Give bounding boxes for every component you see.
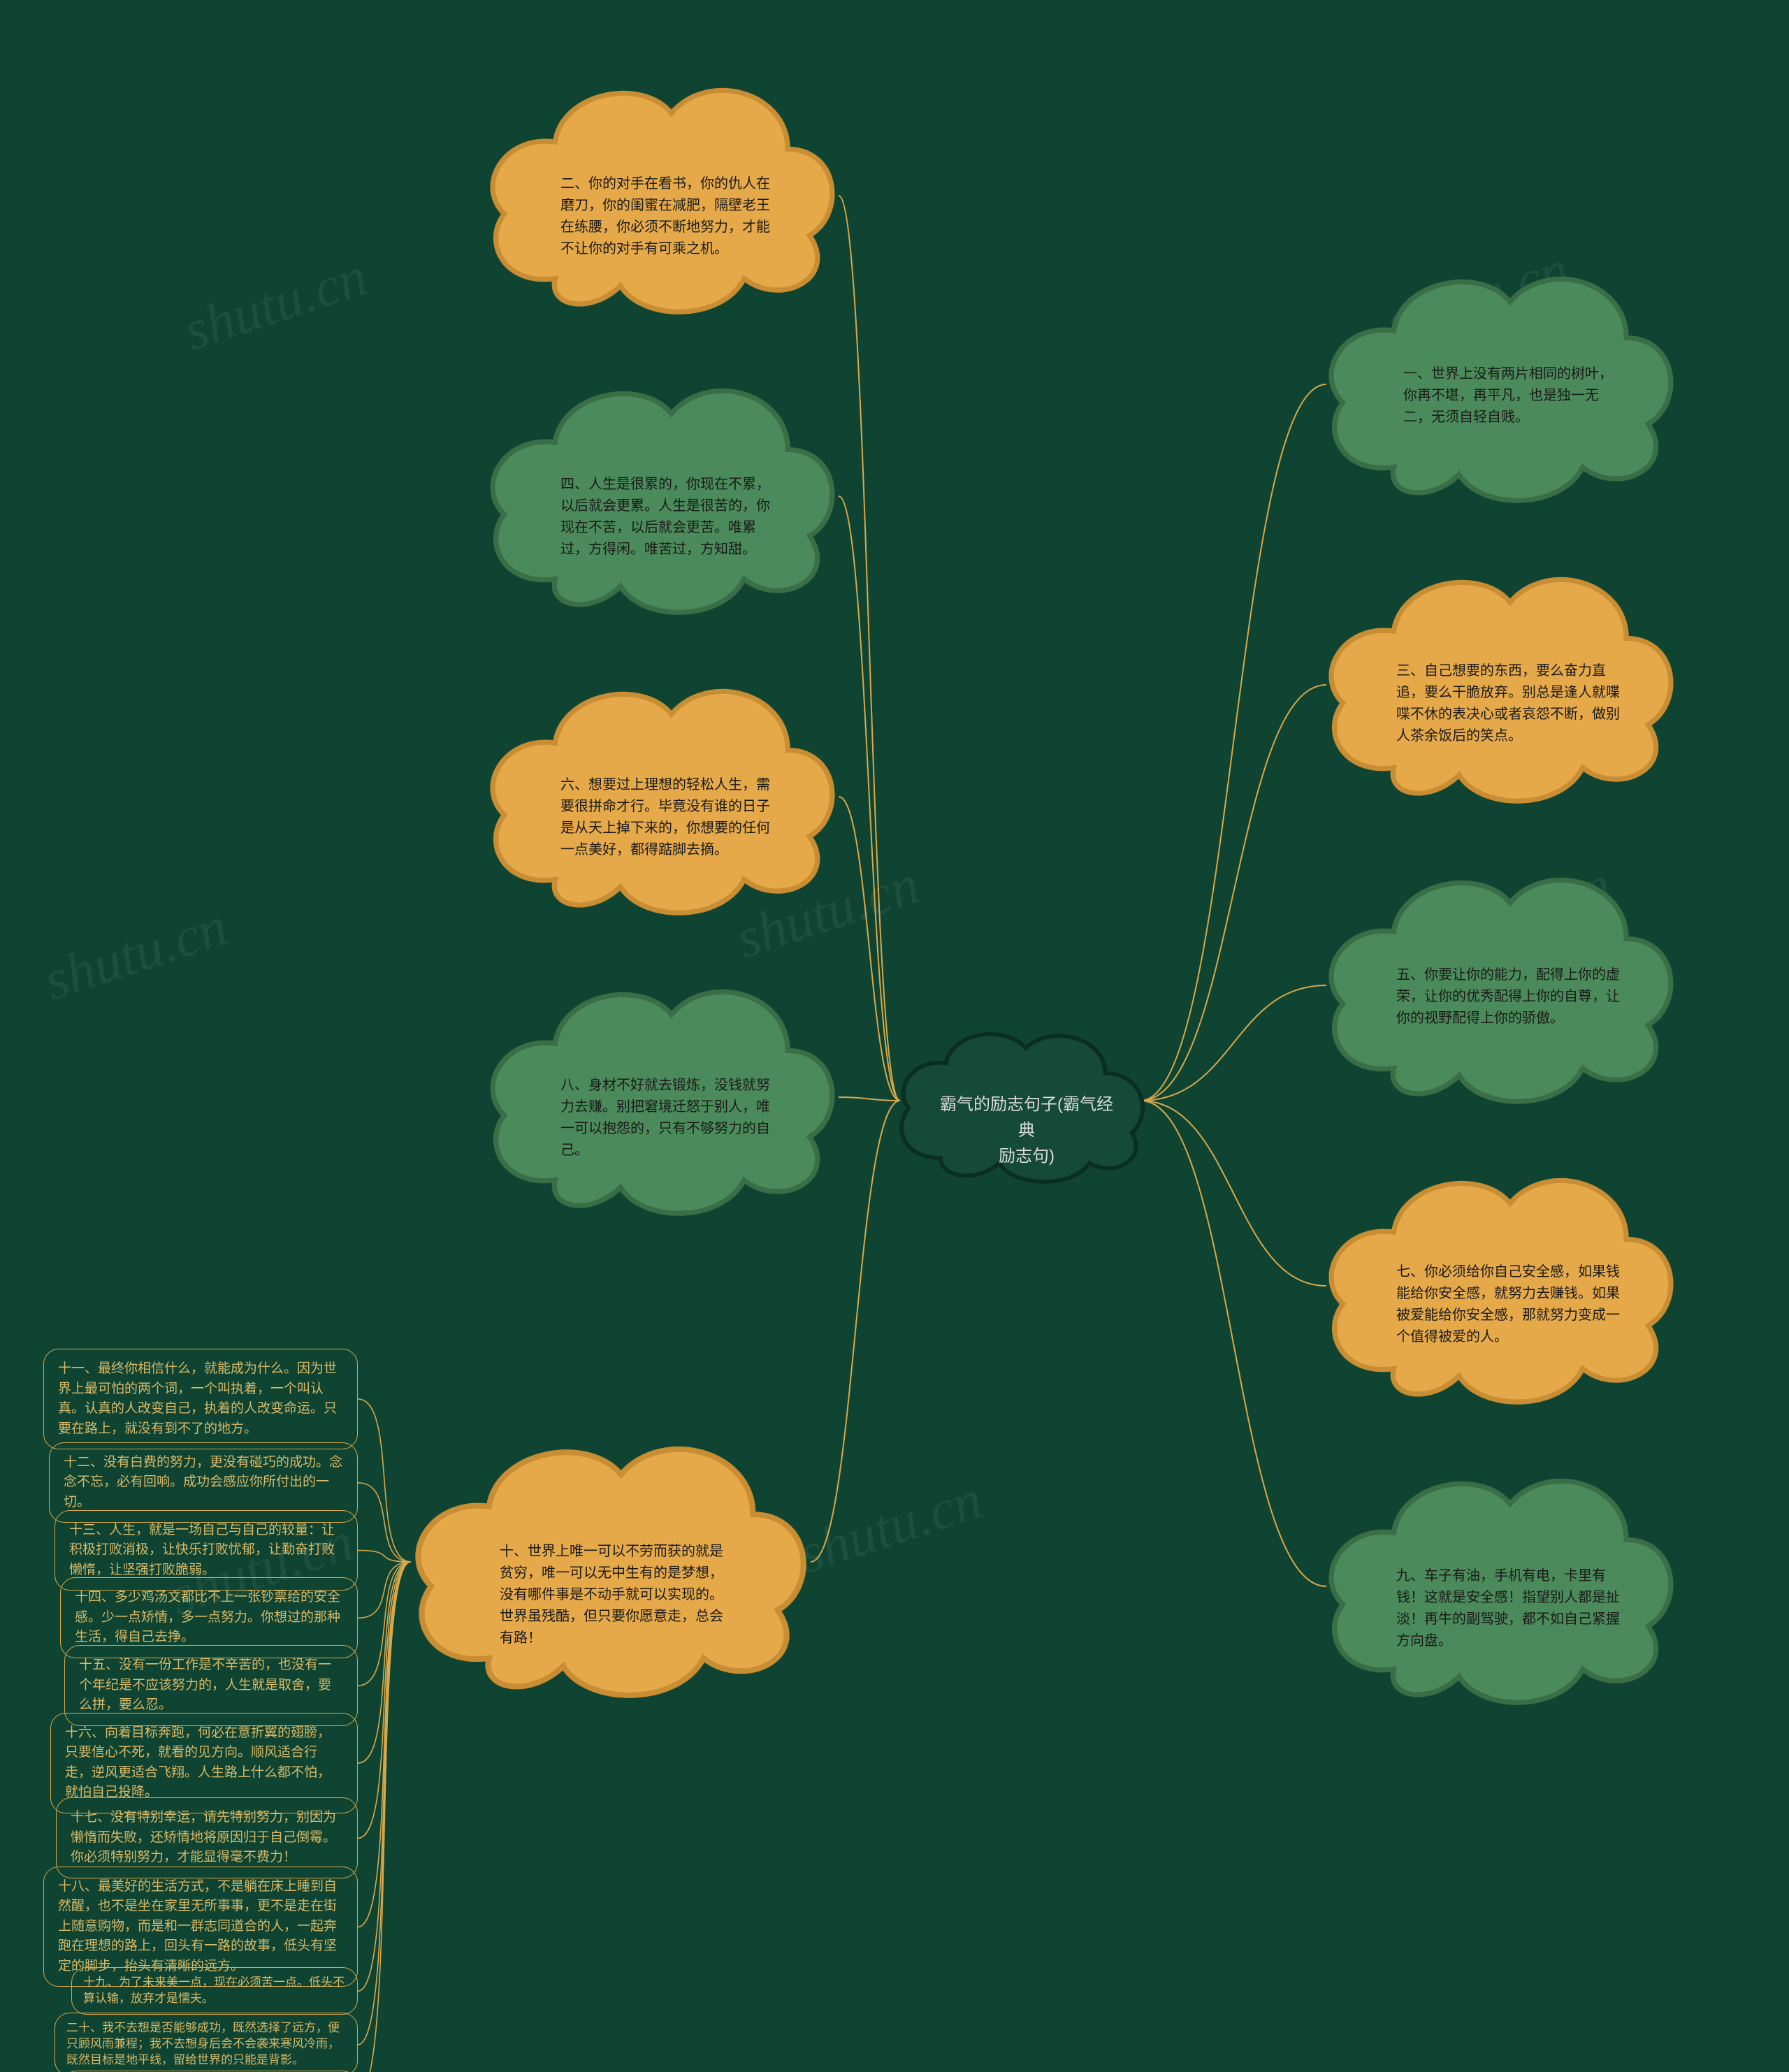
cloud-text: 八、身材不好就去锻炼，没钱就努力去赚。别把窘境迁怒于别人，唯一可以抱怨的，只有不… <box>560 1075 777 1161</box>
cloud-text: 九、车子有油，手机有电，卡里有钱！这就是安全感！指望别人都是扯淡！再牛的副驾驶，… <box>1396 1565 1620 1652</box>
cloud-node-c7: 七、你必须给你自己安全感，如果钱能给你安全感，就努力去赚钱。如果被爱能给你安全感… <box>1314 1153 1677 1405</box>
cloud-node-c1: 一、世界上没有两片相同的树叶，你再不堪，再平凡，也是独一无二，无须自轻自贱。 <box>1314 252 1677 503</box>
cloud-node-c3: 三、自己想要的东西，要么奋力直追，要么干脆放弃。别总是逢人就喋喋不休的表决心或者… <box>1314 552 1677 804</box>
watermark: shutu.cn <box>177 245 375 364</box>
list-node-n20: 二十、我不去想是否能够成功，既然选择了远方，便只顾风雨兼程；我不去想身后会不会袭… <box>55 2013 358 2072</box>
cloud-node-c8: 八、身材不好就去锻炼，没钱就努力去赚。别把窘境迁怒于别人，唯一可以抱怨的，只有不… <box>475 964 839 1216</box>
cloud-text: 二、你的对手在看书，你的仇人在磨刀，你的闺蜜在减肥，隔壁老王在练腰，你必须不断地… <box>560 173 777 260</box>
cloud-node-c6: 六、想要过上理想的轻松人生，需要很拼命才行。毕竟没有谁的日子是从天上掉下来的，你… <box>475 664 839 915</box>
watermark: shutu.cn <box>37 895 236 1014</box>
list-node-n19: 十九、为了未来美一点，现在必须苦一点。低头不算认输，放弃才是懦夫。 <box>71 1967 358 2015</box>
cloud-text: 六、想要过上理想的轻松人生，需要很拼命才行。毕竟没有谁的日子是从天上掉下来的，你… <box>560 774 777 861</box>
cloud-text: 七、你必须给你自己安全感，如果钱能给你安全感，就努力去赚钱。如果被爱能给你安全感… <box>1396 1261 1620 1348</box>
cloud-node-c4: 四、人生是很累的，你现在不累，以后就会更累。人生是很苦的，你现在不苦，以后就会更… <box>475 363 839 615</box>
cloud-node-c2: 二、你的对手在看书，你的仇人在磨刀，你的闺蜜在减肥，隔壁老王在练腰，你必须不断地… <box>475 63 839 314</box>
mindmap-canvas: { "canvas": { "width": 2560, "height": 2… <box>0 0 1789 2072</box>
center-node: 霸气的励志句子(霸气经典 励志句) <box>888 1013 1153 1188</box>
cloud-node-c9: 九、车子有油，手机有电，卡里有钱！这就是安全感！指望别人都是扯淡！再牛的副驾驶，… <box>1314 1454 1677 1705</box>
cloud-text: 十、世界上唯一可以不劳而获的就是贫穷，唯一可以无中生有的是梦想，没有哪件事是不动… <box>500 1541 730 1649</box>
watermark: shutu.cn <box>792 1468 990 1587</box>
cloud-text: 一、世界上没有两片相同的树叶，你再不堪，再平凡，也是独一无二，无须自轻自贱。 <box>1403 363 1613 428</box>
cloud-text: 五、你要让你的能力，配得上你的虚荣，让你的优秀配得上你的自尊，让你的视野配得上你… <box>1396 964 1620 1029</box>
cloud-text: 四、人生是很累的，你现在不累，以后就会更累。人生是很苦的，你现在不苦，以后就会更… <box>560 474 777 560</box>
center-label: 霸气的励志句子(霸气经典 励志句) <box>939 1092 1114 1170</box>
cloud-node-c10: 十、世界上唯一可以不劳而获的就是贫穷，唯一可以无中生有的是梦想，没有哪件事是不动… <box>398 1419 811 1698</box>
cloud-node-c5: 五、你要让你的能力，配得上你的虚荣，让你的优秀配得上你的自尊，让你的视野配得上你… <box>1314 853 1677 1104</box>
list-node-n11: 十一、最终你相信什么，就能成为什么。因为世界上最可怕的两个词，一个叫执着，一个叫… <box>43 1349 358 1449</box>
cloud-text: 三、自己想要的东西，要么奋力直追，要么干脆放弃。别总是逢人就喋喋不休的表决心或者… <box>1396 660 1620 747</box>
